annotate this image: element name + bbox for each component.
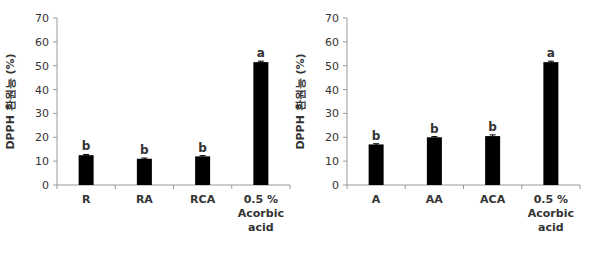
y-tick (53, 89, 57, 90)
y-tick-label: 0 (42, 179, 49, 192)
y-tick-label: 10 (35, 155, 49, 168)
x-tick-label: 0.5 %Acorbicacid (238, 193, 284, 234)
x-tick (521, 185, 522, 189)
significance-letter: a (547, 46, 555, 60)
y-tick (53, 137, 57, 138)
error-bar (141, 158, 147, 159)
y-tick (53, 113, 57, 114)
y-tick (343, 89, 347, 90)
bar (195, 156, 210, 185)
y-tick (343, 113, 347, 114)
error-bar (373, 144, 379, 145)
x-tick-label: AA (426, 193, 444, 206)
significance-letter: b (372, 129, 381, 143)
x-tick-label: A (372, 193, 381, 206)
y-tick-label: 10 (325, 155, 339, 168)
x-tick-label: RA (136, 193, 153, 206)
y-tick-label: 50 (325, 60, 339, 73)
y-tick-label: 70 (325, 12, 339, 25)
y-tick-label: 70 (35, 12, 49, 25)
error-bar (258, 61, 264, 63)
bar (543, 62, 558, 185)
x-tick (231, 185, 232, 189)
y-tick-label: 30 (325, 107, 339, 120)
x-tick (173, 185, 174, 189)
bar (369, 144, 384, 185)
significance-letter: b (488, 120, 497, 134)
y-tick-label: 40 (35, 84, 49, 97)
significance-letter: a (257, 46, 265, 60)
y-tick-label: 60 (325, 36, 339, 49)
bar (427, 137, 442, 185)
significance-letter: b (82, 139, 91, 153)
y-tick-label: 20 (35, 131, 49, 144)
y-axis-line (57, 18, 58, 185)
y-tick (53, 41, 57, 42)
y-tick-label: 60 (35, 36, 49, 49)
x-tick-label: RCA (190, 193, 216, 206)
significance-letter: b (198, 141, 207, 155)
error-bar (200, 156, 206, 157)
significance-letter: b (140, 143, 149, 157)
x-tick (347, 185, 348, 189)
chart-panel: 0 10 20 30 40 50 60 70 DPPH 환원능 (%) b b b a R RA RCA 0.5… (4, 12, 290, 234)
y-tick (343, 185, 347, 186)
y-tick (343, 161, 347, 162)
y-tick-label: 30 (35, 107, 49, 120)
bar (137, 159, 152, 185)
y-tick-label: 20 (325, 131, 339, 144)
error-bar (431, 137, 437, 138)
x-tick (290, 185, 291, 189)
y-tick (53, 18, 57, 19)
y-tick (343, 41, 347, 42)
y-axis-label: DPPH 환원능 (%) (4, 53, 17, 149)
chart-canvas: 0 10 20 30 40 50 60 70 DPPH 환원능 (%) b b b a R RA RCA 0.5… (0, 0, 599, 257)
y-tick (53, 185, 57, 186)
chart-panel: 010203040506070DPPH 환원능 (%)bbbaAAAACA0.5… (294, 12, 580, 234)
y-tick (343, 18, 347, 19)
y-tick-label: 40 (325, 84, 339, 97)
x-tick-label: ACA (480, 193, 506, 206)
y-tick-label: 50 (35, 60, 49, 73)
bar (79, 155, 94, 185)
y-tick (343, 137, 347, 138)
bar (485, 136, 500, 185)
x-tick (463, 185, 464, 189)
y-axis-line (347, 18, 348, 185)
error-bar (490, 135, 496, 137)
y-tick (343, 65, 347, 66)
bars (369, 61, 559, 185)
x-tick (405, 185, 406, 189)
y-tick-label: 0 (332, 179, 339, 192)
y-tick (53, 161, 57, 162)
error-bar (548, 61, 554, 63)
x-tick (580, 185, 581, 189)
x-tick-label: 0.5 %Acorbicacid (528, 193, 574, 234)
y-axis-label: DPPH 환원능 (%) (294, 53, 307, 149)
bars (79, 61, 269, 185)
error-bar (83, 154, 89, 155)
significance-letter: b (430, 122, 439, 136)
bar (253, 62, 268, 185)
y-tick (53, 65, 57, 66)
x-tick (57, 185, 58, 189)
x-tick-label: R (82, 193, 91, 206)
x-tick (115, 185, 116, 189)
